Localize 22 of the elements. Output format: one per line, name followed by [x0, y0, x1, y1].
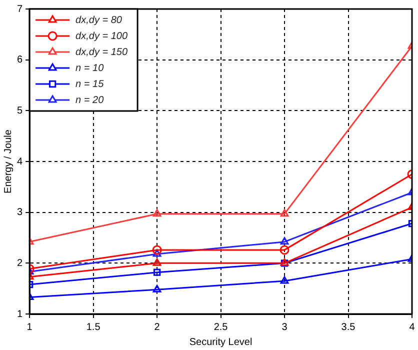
- legend-label: dx,dy = 100: [76, 30, 128, 42]
- x-tick-label: 1: [26, 322, 33, 333]
- y-axis-title: Energy / Joule: [2, 129, 14, 194]
- y-tick-label: 3: [17, 207, 23, 218]
- x-tick-label: 1.5: [86, 322, 101, 333]
- y-tick-label: 1: [17, 308, 23, 320]
- legend-label: n = 10: [76, 62, 104, 74]
- x-tick-label: 3.5: [341, 322, 356, 333]
- y-tick-label: 6: [17, 54, 23, 66]
- y-tick-label: 4: [17, 156, 23, 168]
- x-tick-label: 2: [154, 322, 160, 333]
- x-axis-title: Security Level: [189, 336, 252, 348]
- x-tick-label: 3: [282, 322, 288, 333]
- legend-label: dx,dy = 80: [76, 14, 122, 26]
- legend-label: dx,dy = 150: [76, 46, 128, 58]
- x-tick-label: 2.5: [214, 322, 228, 333]
- y-tick-label: 2: [17, 258, 23, 269]
- legend-label: n = 15: [76, 78, 104, 90]
- x-tick-label: 4: [409, 322, 416, 333]
- legend-label: n = 20: [76, 94, 104, 106]
- y-tick-label: 5: [17, 105, 23, 116]
- y-tick-label: 7: [17, 4, 23, 15]
